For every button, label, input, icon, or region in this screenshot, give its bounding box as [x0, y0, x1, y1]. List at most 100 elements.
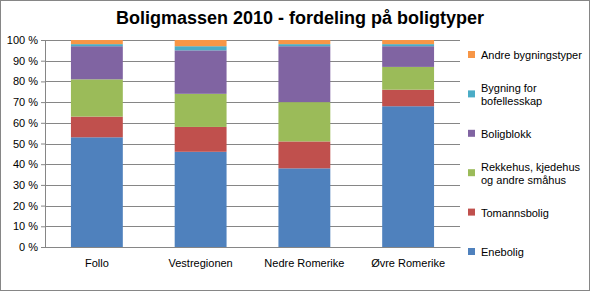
- bar: [278, 46, 330, 102]
- bar: [278, 44, 330, 46]
- bar: [175, 40, 227, 46]
- y-tick-label: 60 %: [13, 117, 38, 129]
- y-tick-mark: [41, 206, 45, 207]
- x-tick: Nedre Romerike: [264, 247, 344, 269]
- legend-swatch: [468, 90, 475, 97]
- legend-label: Tomannsbolig: [481, 207, 549, 219]
- bar: [175, 94, 227, 127]
- y-tick-label: 90 %: [13, 55, 38, 67]
- bar: [71, 137, 123, 247]
- x-tick-label: Follo: [85, 257, 109, 269]
- chart: Boligmassen 2010 - fordeling på boligtyp…: [0, 0, 590, 291]
- y-tick-label: 40 %: [13, 158, 38, 170]
- series: [71, 90, 434, 169]
- legend-swatch: [468, 51, 475, 58]
- y-tick-mark: [41, 40, 45, 41]
- bar: [278, 168, 330, 247]
- plot: 0 % 10 % 20 % 30 % 40 % 50 % 60 % 70 % 80 % 90 % 1…: [7, 34, 461, 269]
- legend-item: Tomannsbolig: [468, 207, 549, 219]
- y-tick: 60 %: [13, 117, 45, 129]
- bar: [278, 141, 330, 168]
- bar: [382, 90, 434, 107]
- y-tick-mark: [41, 102, 45, 103]
- bar: [71, 44, 123, 46]
- y-tick: 0 %: [19, 241, 45, 253]
- bar: [278, 40, 330, 44]
- x-axis-line: [46, 247, 461, 248]
- x-tick-label: Nedre Romerike: [264, 257, 344, 269]
- y-tick: 90 %: [13, 55, 45, 67]
- y-tick: 100 %: [7, 34, 45, 46]
- x-tick: Follo: [85, 247, 109, 269]
- bar: [175, 50, 227, 93]
- y-tick: 10 %: [13, 220, 45, 232]
- y-tick-label: 0 %: [19, 241, 38, 253]
- legend-label: Andre bygningstyper: [481, 49, 582, 61]
- legend-item: Rekkehus, kjedehusog andre småhus: [468, 161, 581, 186]
- bar: [175, 127, 227, 152]
- bars: [71, 40, 434, 247]
- grid-line: [45, 247, 460, 248]
- y-tick: 40 %: [13, 158, 45, 170]
- legend: Enebolig Tomannsbolig Rekkehus, kjedehusog…: [468, 49, 582, 258]
- bar: [278, 102, 330, 141]
- series: [71, 44, 434, 50]
- y-tick-mark: [41, 144, 45, 145]
- bar: [382, 46, 434, 67]
- legend-item: Enebolig: [468, 246, 524, 258]
- bar: [382, 40, 434, 44]
- y-tick-label: 70 %: [13, 96, 38, 108]
- series: [71, 67, 434, 142]
- y-tick: 70 %: [13, 96, 45, 108]
- grid: [45, 41, 460, 248]
- x-tick-label: Øvre Romerike: [371, 257, 445, 269]
- series: [71, 40, 434, 46]
- y-tick-label: 10 %: [13, 220, 38, 232]
- x-axis: Follo Vestregionen Nedre Romerike Øvre Rome…: [46, 247, 461, 269]
- bar: [71, 40, 123, 44]
- bar: [382, 106, 434, 247]
- y-tick: 80 %: [13, 75, 45, 87]
- legend-item: Andre bygningstyper: [468, 49, 582, 61]
- bar: [71, 117, 123, 138]
- series: [71, 46, 434, 102]
- bar: [175, 152, 227, 247]
- legend-swatch: [468, 209, 475, 216]
- x-tick-label: Vestregionen: [169, 257, 233, 269]
- y-tick-label: 100 %: [7, 34, 38, 46]
- y-tick-label: 50 %: [13, 138, 38, 150]
- bar: [382, 44, 434, 46]
- legend-item: Boligblokk: [468, 128, 532, 140]
- bar: [71, 46, 123, 79]
- legend-swatch: [468, 248, 475, 255]
- bar: [71, 79, 123, 116]
- y-tick: 30 %: [13, 179, 45, 191]
- y-tick-mark: [41, 61, 45, 62]
- y-tick-mark: [41, 123, 45, 124]
- y-tick-mark: [41, 185, 45, 186]
- y-tick: 50 %: [13, 138, 45, 150]
- y-axis-line: [41, 41, 46, 248]
- bar: [382, 67, 434, 90]
- y-tick: 20 %: [13, 200, 45, 212]
- title: Boligmassen 2010 - fordeling på boligtyp…: [116, 8, 484, 28]
- y-tick-mark: [41, 81, 45, 82]
- y-tick-label: 20 %: [13, 200, 38, 212]
- legend-swatch: [468, 130, 475, 137]
- legend-item: Bygning forbofellesskap: [468, 82, 542, 107]
- x-tick: Øvre Romerike: [371, 247, 445, 269]
- legend-label: Enebolig: [481, 246, 524, 258]
- legend-label: Rekkehus, kjedehusog andre småhus: [481, 161, 581, 186]
- series: [71, 106, 434, 247]
- chart-frame: [1, 1, 590, 291]
- x-tick: Vestregionen: [169, 247, 233, 269]
- y-tick-label: 30 %: [13, 179, 38, 191]
- y-tick-mark: [41, 164, 45, 165]
- y-tick-mark: [41, 226, 45, 227]
- legend-swatch: [468, 169, 475, 176]
- y-axis: 0 % 10 % 20 % 30 % 40 % 50 % 60 % 70 % 80 % 90 % 1…: [7, 34, 46, 253]
- y-tick-mark: [41, 247, 45, 248]
- y-tick-label: 80 %: [13, 75, 38, 87]
- legend-label: Boligblokk: [481, 128, 532, 140]
- bar: [175, 46, 227, 50]
